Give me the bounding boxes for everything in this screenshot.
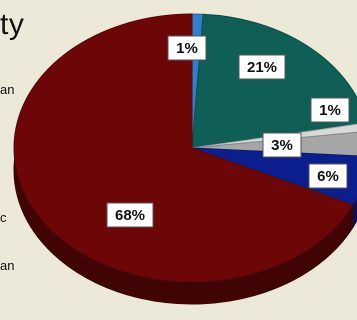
slice-label-box	[262, 132, 302, 158]
pie-slice-rim	[353, 198, 357, 228]
side-text-fragment-1: an	[0, 82, 15, 97]
slice-label-text: 1%	[176, 40, 198, 57]
slice-label: 21%	[238, 54, 286, 80]
pie-slice	[13, 13, 354, 283]
slice-label: 1%	[310, 97, 350, 123]
slice-label-box	[310, 97, 350, 123]
pie-label-layer: 1% 21% 1% 3% 6% 68%	[106, 35, 350, 228]
heading-fragment: ty	[0, 8, 25, 41]
slice-label-box	[167, 35, 207, 61]
side-text-fragment-2: c	[0, 210, 7, 225]
slice-label-text: 3%	[271, 137, 293, 154]
slice-label-box	[106, 202, 154, 228]
slice-label-box	[238, 54, 286, 80]
slice-label: 68%	[106, 202, 154, 228]
slice-label-text: 6%	[317, 168, 339, 185]
slice-label: 6%	[308, 163, 348, 189]
slice-label-text: 68%	[115, 207, 145, 224]
slice-label-text: 1%	[319, 102, 341, 119]
slice-label-box	[308, 163, 348, 189]
slice-label: 1%	[167, 35, 207, 61]
slice-label: 3%	[262, 132, 302, 158]
side-text-fragment-3: an	[0, 258, 15, 273]
slice-label-text: 21%	[247, 59, 277, 76]
